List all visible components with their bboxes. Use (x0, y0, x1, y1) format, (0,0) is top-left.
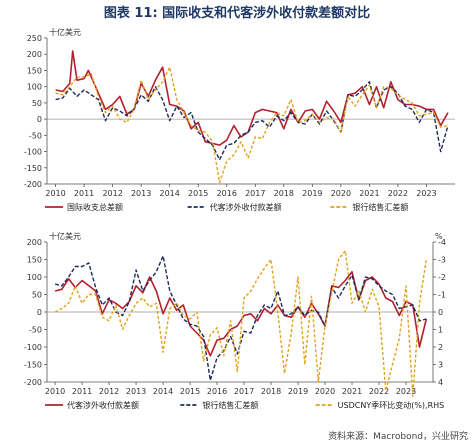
y2-tick-label: 0 (438, 308, 443, 317)
x-tick-label: 2018 (261, 387, 281, 396)
y2-tick-label: -2 (438, 273, 446, 282)
x-tick-label: 2010 (45, 189, 65, 198)
series-line-1 (54, 270, 428, 357)
y2-tick-label: -4 (438, 238, 446, 247)
y-tick-label: 0 (37, 115, 42, 124)
chart-bottom: 十亿美元 200 150 100 50 0 -50 -100 -150 -200%-4 -3 -2 -1… (24, 232, 446, 410)
y-tick-label: 250 (27, 34, 42, 43)
y-tick-label: 0 (37, 308, 42, 317)
series-line-2 (54, 255, 427, 382)
x-tick-label: 2021 (359, 189, 379, 198)
y-tick-label: 150 (27, 256, 42, 265)
x-tick-label: 2015 (180, 387, 200, 396)
x-tick-label: 2020 (331, 189, 351, 198)
x-tick-label: 2013 (126, 387, 146, 396)
y-tick-label: 100 (27, 83, 42, 92)
x-tick-label: 2011 (72, 387, 92, 396)
y-tick-label: 50 (32, 99, 42, 108)
x-tick-label: 2014 (160, 189, 180, 198)
y-tick-label: -150 (24, 361, 42, 370)
y-tick-label: -50 (29, 326, 42, 335)
legend-label: 银行结售汇差额 (202, 400, 258, 410)
y-tick-label: 50 (32, 291, 42, 300)
figure-title: 图表 11: 国际收支和代客涉外收付款差额对比 (103, 5, 371, 21)
y-tick-label: 100 (27, 273, 42, 282)
legend-label: 国际收支总差额 (67, 202, 123, 212)
x-tick-label: 2023 (416, 189, 436, 198)
source-note: 资料来源：Macrobond，兴业研究 (328, 432, 468, 442)
x-tick-label: 2013 (131, 189, 151, 198)
legend-label: 银行结售汇差额 (352, 202, 408, 212)
x-tick-label: 2017 (245, 189, 265, 198)
series-line-1 (55, 50, 449, 146)
y2-tick-label: 3 (438, 361, 443, 370)
y2-tick-label: -3 (438, 256, 446, 265)
y-axis-unit-label: 十亿美元 (49, 232, 81, 241)
y-tick-label: -200 (24, 378, 42, 387)
legend-label: USDCNY季环比变动(%),RHS (338, 400, 445, 410)
y-tick-label: -100 (24, 343, 42, 352)
figure-title-bar: 图表 11: 国际收支和代客涉外收付款差额对比 (0, 0, 474, 22)
y2-tick-label: 4 (438, 378, 443, 387)
x-tick-label: 2022 (369, 387, 389, 396)
y-tick-label: -200 (24, 180, 42, 189)
x-tick-label: 2016 (207, 387, 227, 396)
legend-label: 代客涉外收付款差额 (210, 202, 282, 212)
x-tick-label: 2012 (102, 189, 122, 198)
x-tick-label: 2017 (234, 387, 254, 396)
y-tick-label: 200 (27, 238, 42, 247)
x-tick-label: 2012 (99, 387, 119, 396)
x-tick-label: 2018 (274, 189, 294, 198)
legend-label: 代客涉外收付款差额 (67, 400, 139, 410)
x-tick-label: 2019 (302, 189, 322, 198)
x-tick-label: 2020 (315, 387, 335, 396)
y-tick-label: -50 (29, 131, 42, 140)
x-tick-label: 2023 (396, 387, 416, 396)
series-line-3 (55, 66, 449, 184)
y-tick-label: 150 (27, 66, 42, 75)
y-axis-unit-label: 十亿美元 (49, 27, 81, 37)
y2-tick-label: 2 (438, 343, 443, 352)
x-tick-label: 2011 (74, 189, 94, 198)
x-tick-label: 2022 (388, 189, 408, 198)
y2-tick-label: 1 (438, 326, 443, 335)
x-tick-label: 2019 (288, 387, 308, 396)
series-line-3 (54, 250, 427, 397)
x-tick-label: 2016 (217, 189, 237, 198)
x-tick-label: 2015 (188, 189, 208, 198)
x-tick-label: 2014 (153, 387, 173, 396)
y-tick-label: -150 (24, 164, 42, 173)
y-tick-label: 200 (27, 50, 42, 59)
x-tick-label: 2021 (342, 387, 362, 396)
y2-axis-unit-label: % (435, 232, 443, 241)
x-tick-label: 2010 (45, 387, 65, 396)
y-tick-label: -100 (24, 148, 42, 157)
y2-tick-label: -1 (438, 291, 446, 300)
series-line-2 (55, 81, 449, 161)
